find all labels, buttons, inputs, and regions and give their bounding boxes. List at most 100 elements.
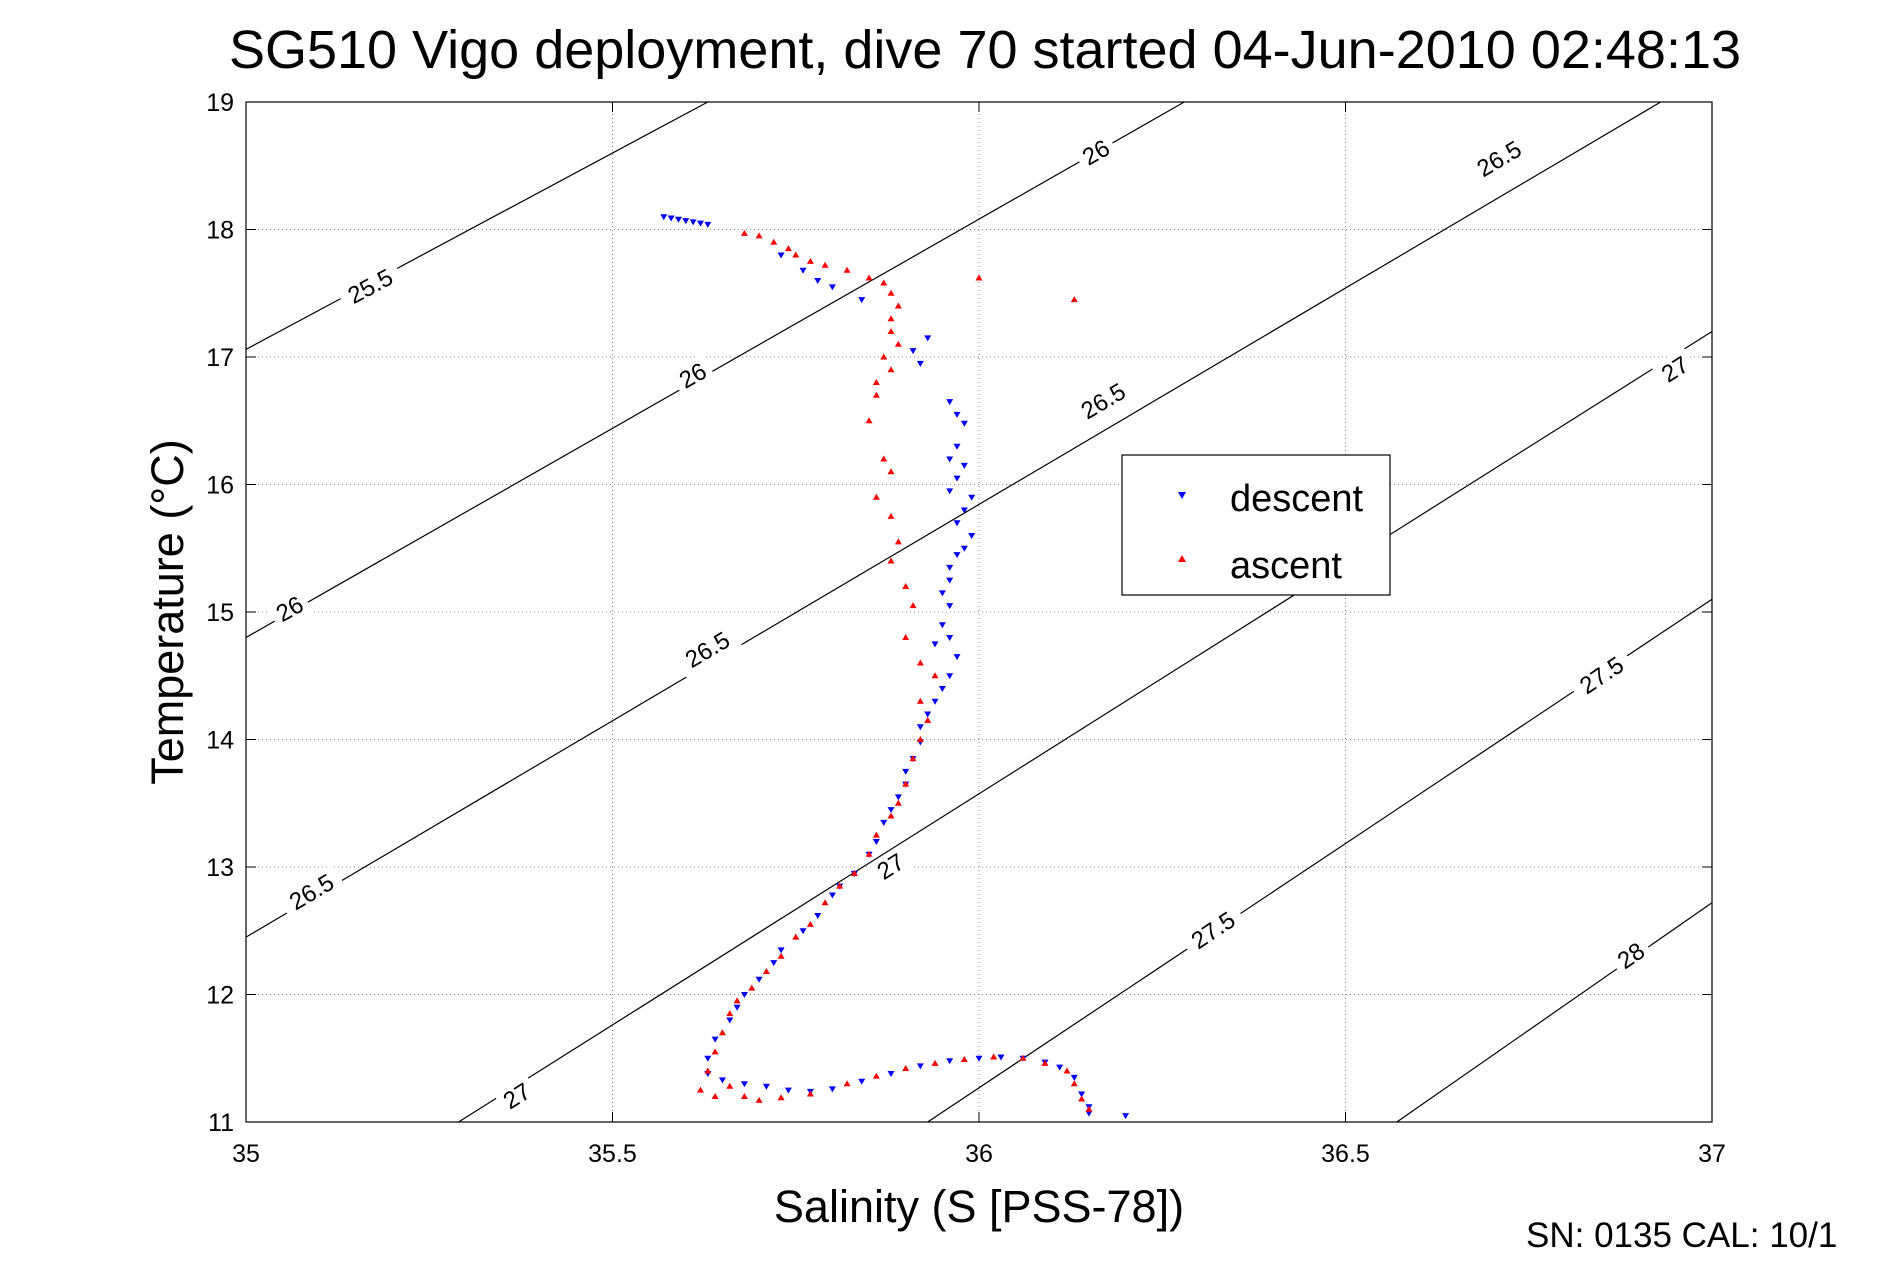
descent-point: [799, 928, 807, 935]
ascent-point: [726, 1010, 734, 1017]
descent-point: [711, 1036, 719, 1043]
ascent-point: [806, 257, 814, 264]
y-tick-label: 19: [206, 89, 234, 117]
descent-point: [968, 533, 976, 539]
descent-point: [931, 698, 939, 705]
x-tick-label: 36.5: [1321, 1140, 1370, 1168]
descent-point: [931, 641, 939, 648]
descent-point: [960, 507, 968, 514]
legend-ascent-marker: [1178, 555, 1186, 562]
ascent-point: [872, 379, 880, 385]
ascent-point: [704, 1067, 712, 1074]
contour-label-bg: [335, 259, 406, 315]
descent-point: [740, 992, 748, 998]
descent-point: [894, 794, 902, 801]
ascent-point: [792, 933, 800, 940]
ascent-point: [894, 340, 902, 347]
ascent-point: [718, 1029, 726, 1036]
descent-point: [799, 267, 807, 274]
ascent-point: [902, 634, 910, 640]
descent-point: [975, 1055, 983, 1062]
ascent-point: [1041, 1059, 1049, 1066]
descent-point: [777, 252, 785, 259]
ascent-point: [711, 1093, 719, 1099]
descent-point: [938, 686, 946, 692]
ascent-point: [726, 1082, 734, 1089]
ascent-point: [916, 697, 924, 704]
contour-label-bg: [1068, 373, 1139, 430]
ascent-point: [748, 984, 756, 991]
ascent-point: [843, 266, 851, 273]
y-tick-label: 13: [206, 854, 234, 882]
descent-point: [946, 1058, 954, 1065]
descent-point: [777, 947, 785, 954]
axis-ticks: 35 35.5 36 36.5 37 11 12 13 14 15 16 17 18 19: [206, 89, 1726, 1168]
descent-point: [946, 603, 954, 610]
ascent-point: [931, 1059, 939, 1066]
ascent-point: [902, 780, 910, 787]
contour-label-bg: [1651, 347, 1699, 392]
contour-label-bg: [277, 864, 347, 921]
ascent-point: [880, 353, 888, 360]
ascent-point: [850, 869, 858, 876]
ascent-point: [887, 315, 895, 322]
descent-point: [960, 545, 968, 552]
x-tick-label: 35.5: [588, 1140, 637, 1168]
descent-point: [1085, 1110, 1093, 1117]
ascent-point: [740, 229, 748, 236]
descent-point: [814, 912, 822, 919]
descent-point: [689, 219, 697, 226]
descent-point: [946, 635, 954, 641]
density-contours: 25.526262626.526.526.526.527272727.527.5…: [245, 101, 1713, 1123]
contour-label-bg: [1607, 933, 1655, 979]
ascent-point: [865, 274, 873, 281]
ascent-point: [887, 366, 895, 373]
ascent-point: [843, 1080, 851, 1087]
ascent-point: [880, 455, 888, 462]
y-tick-label: 11: [208, 1109, 234, 1137]
descent-point: [858, 297, 866, 304]
descent-point: [755, 976, 763, 983]
descent-point: [667, 215, 675, 222]
descent-point: [953, 443, 961, 450]
contour-label-bg: [669, 354, 717, 398]
ascent-point: [894, 799, 902, 806]
y-tick-label: 17: [206, 344, 234, 372]
ascent-point: [975, 274, 983, 281]
ascent-point: [1070, 296, 1078, 303]
descent-point: [924, 335, 932, 342]
descent-point: [828, 892, 836, 899]
ascent-point: [924, 716, 932, 723]
descent-point: [968, 494, 976, 501]
descent-point: [909, 348, 917, 355]
descent-point: [814, 278, 822, 284]
descent-point: [887, 807, 895, 814]
y-axis-label: Temperature (°C): [142, 439, 193, 785]
ascent-point: [821, 261, 829, 268]
contour-label-bg: [493, 1074, 541, 1119]
y-tick-label: 16: [206, 472, 234, 500]
ascent-point: [806, 1090, 814, 1097]
descent-point: [946, 456, 954, 463]
descent-point: [938, 622, 946, 629]
descent-point: [704, 1055, 712, 1062]
ascent-point: [872, 391, 880, 398]
x-tick-label: 36: [965, 1140, 993, 1168]
ascent-point: [865, 417, 873, 424]
descent-point: [674, 216, 682, 223]
ascent-point: [990, 1053, 998, 1060]
ascent-point: [894, 538, 902, 545]
x-tick-label: 35: [232, 1140, 260, 1168]
contour-label-bg: [1072, 131, 1120, 175]
ascent-point: [711, 1048, 719, 1055]
ascent-point: [909, 755, 917, 762]
descent-point: [916, 1063, 924, 1070]
contour-label-bg: [867, 845, 915, 889]
ascent-point: [755, 1096, 763, 1103]
descent-point: [946, 399, 954, 406]
ascent-point: [1063, 1067, 1071, 1074]
descent-point: [953, 411, 961, 418]
descent-point: [902, 768, 910, 775]
ascent-point: [1078, 1095, 1086, 1102]
